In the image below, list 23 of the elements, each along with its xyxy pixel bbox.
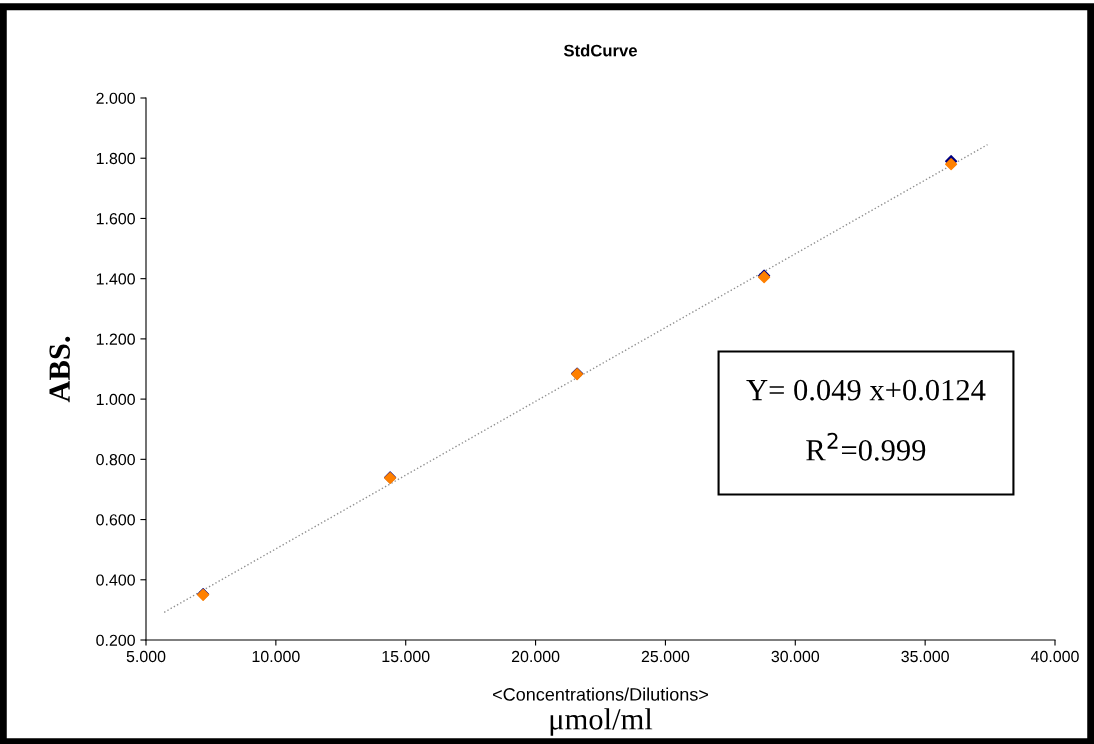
y-axis-title: ABS.: [49, 336, 71, 403]
x-tick-label: 35.000: [901, 650, 949, 663]
x-tick-label: 20.000: [511, 650, 560, 663]
chart-title: StdCurve: [563, 44, 637, 57]
y-tick-label: 0.400: [96, 574, 135, 586]
x-axis-title: <Concentrations/Dilutions>: [493, 687, 709, 701]
y-tick-label: 1.600: [96, 213, 135, 225]
y-tick-label: 1.400: [96, 273, 135, 285]
text: μmol/ml: [550, 708, 653, 736]
x-tick-label: 30.000: [771, 650, 820, 663]
x-tick-label: 5.000: [126, 650, 166, 663]
y-tick-label: 1.000: [96, 393, 135, 406]
x-tick-label: 40.000: [1030, 650, 1079, 663]
x-tick-label: 25.000: [641, 650, 690, 663]
y-tick-label: 0.800: [96, 453, 135, 466]
text: Y= 0.049 x+0.0124 R$^{2}$=0.999: [746, 379, 986, 461]
y-tick-label: 1.200: [96, 333, 135, 345]
y-tick-label: 0.600: [96, 514, 135, 526]
y-tick-label: 0.200: [96, 634, 135, 646]
y-tick-label: 2.000: [96, 92, 135, 104]
x-tick-label: 10.000: [252, 650, 300, 663]
y-tick-label: 1.800: [96, 152, 135, 165]
x-tick-label: 15.000: [382, 650, 430, 663]
